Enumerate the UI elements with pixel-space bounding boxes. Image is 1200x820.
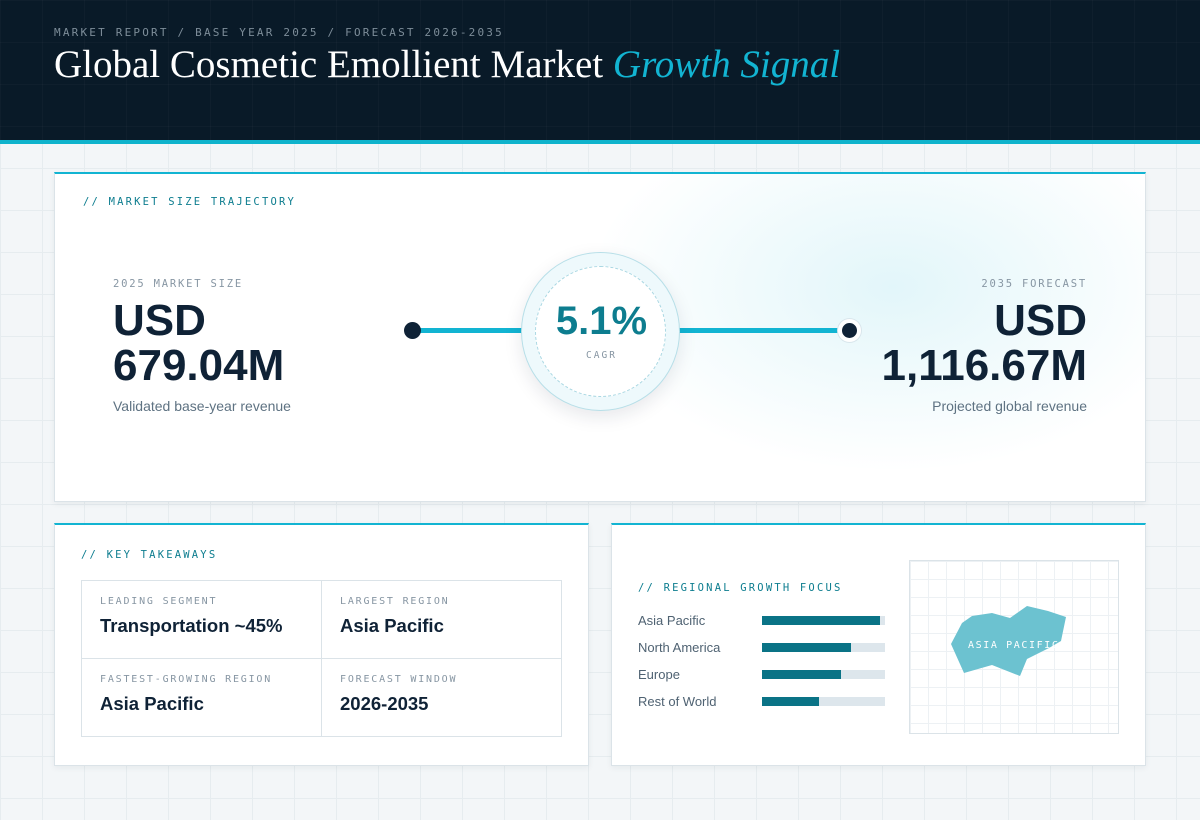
header-accent-rule (0, 140, 1200, 144)
region-bar-row: Asia Pacific (638, 613, 888, 628)
forecast-value-amount: 1,116.67M (881, 341, 1088, 390)
report-kicker: MARKET REPORT / BASE YEAR 2025 / FORECAS… (54, 26, 504, 39)
region-bar-fill (762, 643, 851, 652)
title-main: Global Cosmetic Emollient Market (54, 43, 604, 86)
region-bar-fill (762, 616, 881, 625)
base-year-value: USD 679.04M (113, 298, 284, 388)
base-year-label: 2025 MARKET SIZE (113, 278, 243, 290)
takeaway-label: FASTEST-GROWING REGION (100, 674, 273, 685)
region-bar-track (762, 697, 885, 706)
region-bar-track (762, 670, 885, 679)
regional-growth-focus-card: // REGIONAL GROWTH FOCUS Asia Pacific No… (611, 523, 1146, 766)
region-bar-row: North America (638, 640, 888, 655)
takeaway-value: Asia Pacific (100, 693, 204, 714)
takeaway-value: Asia Pacific (340, 615, 444, 636)
takeaway-label: LARGEST REGION (340, 596, 450, 607)
cagr-badge: 5.1% CAGR (521, 252, 680, 411)
region-bar-track (762, 643, 885, 652)
cagr-value: 5.1% (555, 299, 648, 343)
report-header: MARKET REPORT / BASE YEAR 2025 / FORECAS… (0, 0, 1200, 140)
cagr-inner-ring: 5.1% CAGR (535, 266, 666, 397)
takeaway-leading-segment: LEADING SEGMENT Transportation ~45% (82, 581, 322, 659)
asia-pacific-map-shape (951, 606, 1066, 676)
forecast-dot (838, 319, 861, 342)
region-bar-fill (762, 670, 841, 679)
forecast-value-currency: USD (994, 296, 1087, 345)
title-accent: Growth Signal (612, 43, 841, 86)
region-bar-row: Europe (638, 667, 888, 682)
forecast-value: USD 1,116.67M (882, 298, 1088, 388)
region-name: Rest of World (638, 694, 717, 709)
takeaways-section-label: // KEY TAKEAWAYS (81, 549, 218, 561)
takeaway-label: LEADING SEGMENT (100, 596, 218, 607)
forecast-label: 2035 FORECAST (981, 278, 1087, 290)
map-region-label: ASIA PACIFIC (968, 640, 1060, 651)
takeaway-fastest-growing-region: FASTEST-GROWING REGION Asia Pacific (82, 658, 322, 736)
takeaway-value: 2026-2035 (340, 693, 429, 714)
takeaway-forecast-window: FORECAST WINDOW 2026-2035 (321, 658, 561, 736)
base-year-note: Validated base-year revenue (113, 398, 291, 414)
takeaways-grid: LEADING SEGMENT Transportation ~45% LARG… (81, 580, 562, 737)
region-name: North America (638, 640, 721, 655)
base-year-dot (404, 322, 421, 339)
region-map-panel: ASIA PACIFIC (909, 560, 1119, 734)
base-value-amount: 679.04M (113, 341, 285, 390)
regional-section-label: // REGIONAL GROWTH FOCUS (638, 582, 843, 594)
region-bar-track (762, 616, 885, 625)
region-name: Asia Pacific (638, 613, 706, 628)
base-value-currency: USD (113, 296, 206, 345)
key-takeaways-card: // KEY TAKEAWAYS LEADING SEGMENT Transpo… (54, 523, 589, 766)
takeaway-value: Transportation ~45% (100, 615, 283, 636)
cagr-label: CAGR (586, 350, 617, 361)
region-name: Europe (638, 667, 680, 682)
forecast-note: Projected global revenue (932, 398, 1087, 414)
trajectory-line-left (415, 328, 525, 333)
region-bar-row: Rest of World (638, 694, 888, 709)
market-size-trajectory-card: // MARKET SIZE TRAJECTORY 2025 MARKET SI… (54, 172, 1146, 502)
takeaway-largest-region: LARGEST REGION Asia Pacific (321, 581, 561, 659)
trajectory-line-right (675, 328, 845, 333)
page-title: Global Cosmetic Emollient Market Growth … (54, 42, 840, 87)
takeaway-label: FORECAST WINDOW (340, 674, 458, 685)
trajectory-section-label: // MARKET SIZE TRAJECTORY (83, 196, 297, 208)
region-bar-fill (762, 697, 819, 706)
